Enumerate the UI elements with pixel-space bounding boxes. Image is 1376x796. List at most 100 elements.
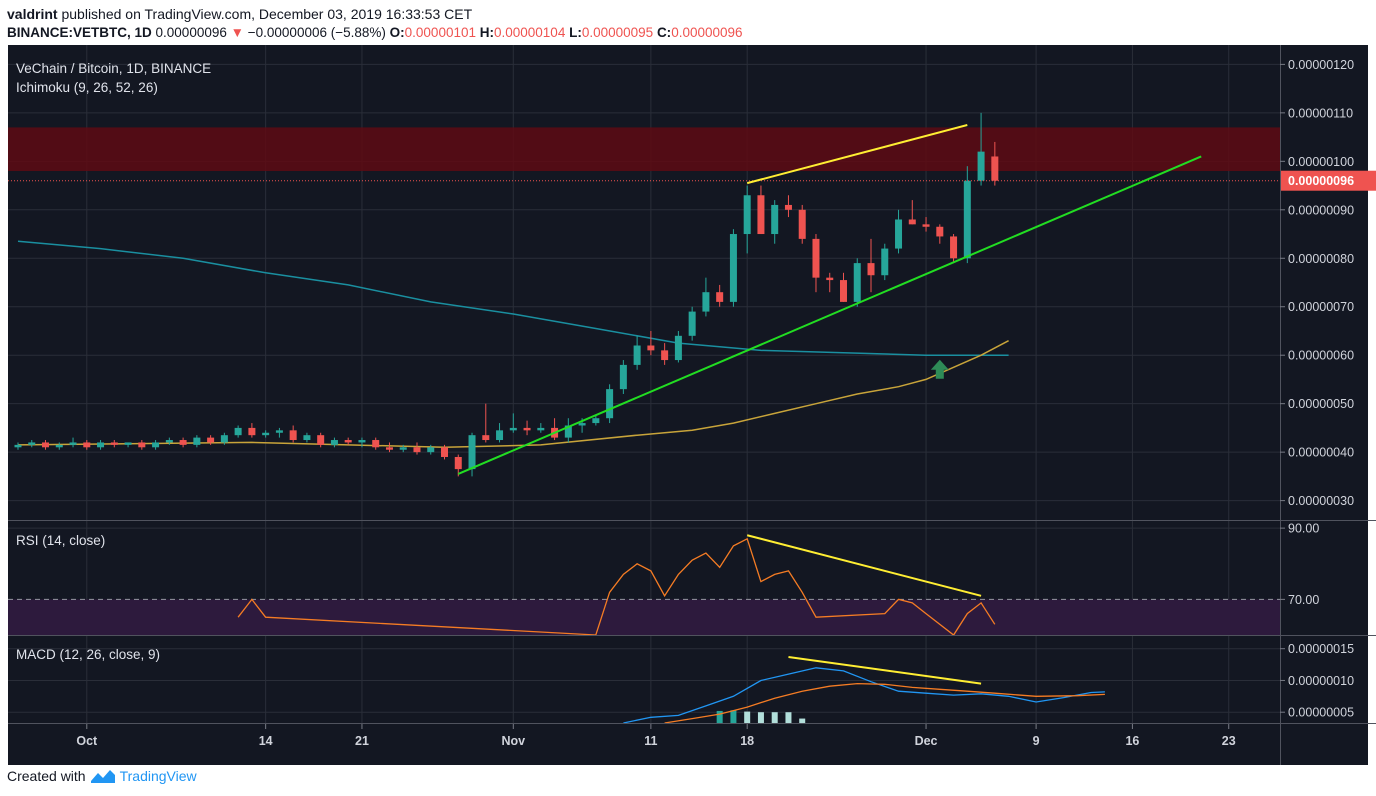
candle-body: [509, 427, 517, 431]
divergence-trendline: [746, 124, 968, 185]
low-value: 0.00000095: [581, 25, 654, 40]
candle-body: [922, 224, 930, 227]
candle-body: [330, 440, 338, 445]
last-price: 0.00000096: [155, 25, 227, 40]
candle-body: [317, 435, 325, 445]
candle-body: [950, 236, 958, 259]
candle-body: [853, 263, 861, 302]
candle-body: [110, 442, 118, 445]
price-tick-label: 0.00000050: [1288, 397, 1354, 411]
candle-body: [702, 292, 710, 312]
candle-body: [812, 238, 820, 278]
rsi-band: [8, 599, 1280, 635]
candle-body: [523, 427, 531, 431]
histogram-bar: [785, 712, 792, 723]
candle-body: [303, 435, 311, 441]
time-tick-label: 11: [644, 734, 657, 748]
candle-body: [262, 432, 270, 436]
change-arrow-icon: ▼: [230, 25, 244, 40]
candle-body: [138, 442, 146, 448]
rsi-pane-title: RSI (14, close): [16, 533, 105, 548]
candle-body: [839, 280, 847, 302]
rsi-line: [237, 537, 996, 636]
price-tick-label: 0.00000070: [1288, 300, 1354, 314]
candle-body: [564, 425, 572, 438]
price-tick-label: 0.00000120: [1288, 58, 1354, 72]
histogram-bar: [771, 712, 778, 723]
candle-body: [482, 435, 490, 441]
candle-body: [55, 444, 63, 448]
candle-body: [798, 209, 806, 239]
time-tick-label: 14: [259, 734, 273, 748]
tradingview-brand[interactable]: TradingView: [119, 768, 197, 784]
candle-body: [908, 219, 916, 225]
price-axis[interactable]: 0.00000120 0.00000110 0.00000100 0.00000090…: [1280, 58, 1354, 720]
candle-body: [606, 389, 614, 419]
candle-body: [275, 430, 283, 433]
ichimoku-label: Ichimoku (9, 26, 52, 26): [16, 80, 158, 95]
histogram-bar: [757, 712, 764, 723]
price-tick-label: 0.00000110: [1288, 106, 1353, 120]
price-tick-label: 0.00000010: [1288, 674, 1354, 688]
price-tick-label: 70.00: [1288, 593, 1319, 607]
candle-body: [69, 442, 77, 445]
candle-body: [413, 447, 421, 453]
current-price-label: 0.00000096: [1281, 170, 1376, 191]
macd-line: [623, 667, 1105, 724]
price-tick-label: 0.00000030: [1288, 494, 1354, 508]
candle-body: [619, 364, 627, 390]
macd-histogram: [716, 710, 806, 723]
time-tick-label: Dec: [915, 734, 938, 748]
candle-body: [784, 204, 792, 210]
ema-long-line: [17, 240, 1009, 356]
candle-body: [496, 430, 504, 441]
candle-body: [963, 180, 971, 259]
close-label: C:: [656, 25, 672, 40]
up-arrow-icon: [930, 359, 949, 379]
candle-body: [234, 427, 242, 436]
price-tick-label: 90.00: [1288, 522, 1319, 536]
open-value: 0.00000101: [404, 25, 476, 40]
trendlines: [457, 124, 1202, 685]
time-axis[interactable]: Oct 14 21 Nov 11 18 Dec 9 16 23: [76, 724, 1236, 748]
resistance-zone: [8, 127, 1280, 172]
candle-body: [152, 442, 160, 448]
candle-body: [895, 219, 903, 249]
candle-body: [537, 427, 545, 431]
current-price-tag: [1281, 170, 1376, 191]
candle-body: [977, 151, 985, 181]
price-tick-label: 0.00000040: [1288, 446, 1354, 460]
candle-body: [716, 292, 724, 302]
candle-body: [454, 456, 462, 470]
divergence-trendline: [746, 534, 982, 597]
candle-body: [826, 277, 834, 281]
high-label: H:: [479, 25, 494, 40]
candle-body: [124, 442, 132, 445]
author-name[interactable]: valdrint: [7, 6, 58, 22]
chart-svg[interactable]: 0.00000120 0.00000110 0.00000100 0.00000090…: [0, 45, 1376, 765]
candle-body: [42, 442, 50, 448]
candle-body: [578, 423, 586, 426]
candle-body: [867, 263, 875, 276]
ema-short-line: [17, 340, 1009, 449]
time-tick-label: Nov: [501, 734, 525, 748]
candle-body: [385, 447, 393, 450]
signal-line: [664, 682, 1105, 724]
candle-body: [28, 442, 36, 445]
candle-body: [771, 204, 779, 235]
candle-body: [661, 350, 669, 361]
chart-area[interactable]: 0.00000120 0.00000110 0.00000100 0.00000090…: [0, 45, 1376, 765]
ohlc-legend: BINANCE:VETBTC, 1D 0.00000096 ▼ −0.00000…: [7, 25, 743, 40]
candle-body: [220, 435, 228, 443]
candle-body: [179, 440, 187, 445]
price-tick-label: 0.00000060: [1288, 349, 1354, 363]
histogram-bar: [744, 711, 751, 723]
histogram-bar: [716, 710, 723, 723]
main-pane-title: VeChain / Bitcoin, 1D, BINANCE: [16, 61, 211, 76]
candle-body: [881, 248, 889, 276]
histogram-bar: [730, 710, 737, 723]
candle-body: [592, 418, 600, 424]
time-tick-label: 18: [740, 734, 754, 748]
close-value: 0.00000096: [671, 25, 743, 40]
support-trendline: [457, 155, 1202, 475]
